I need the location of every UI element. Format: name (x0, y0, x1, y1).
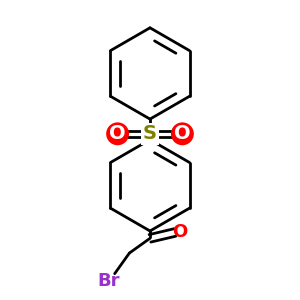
Text: Br: Br (98, 272, 120, 290)
Text: O: O (174, 124, 191, 143)
Text: O: O (174, 124, 191, 143)
Text: O: O (109, 124, 126, 143)
Text: O: O (172, 224, 187, 242)
Text: O: O (109, 124, 126, 143)
Text: S: S (143, 124, 157, 143)
